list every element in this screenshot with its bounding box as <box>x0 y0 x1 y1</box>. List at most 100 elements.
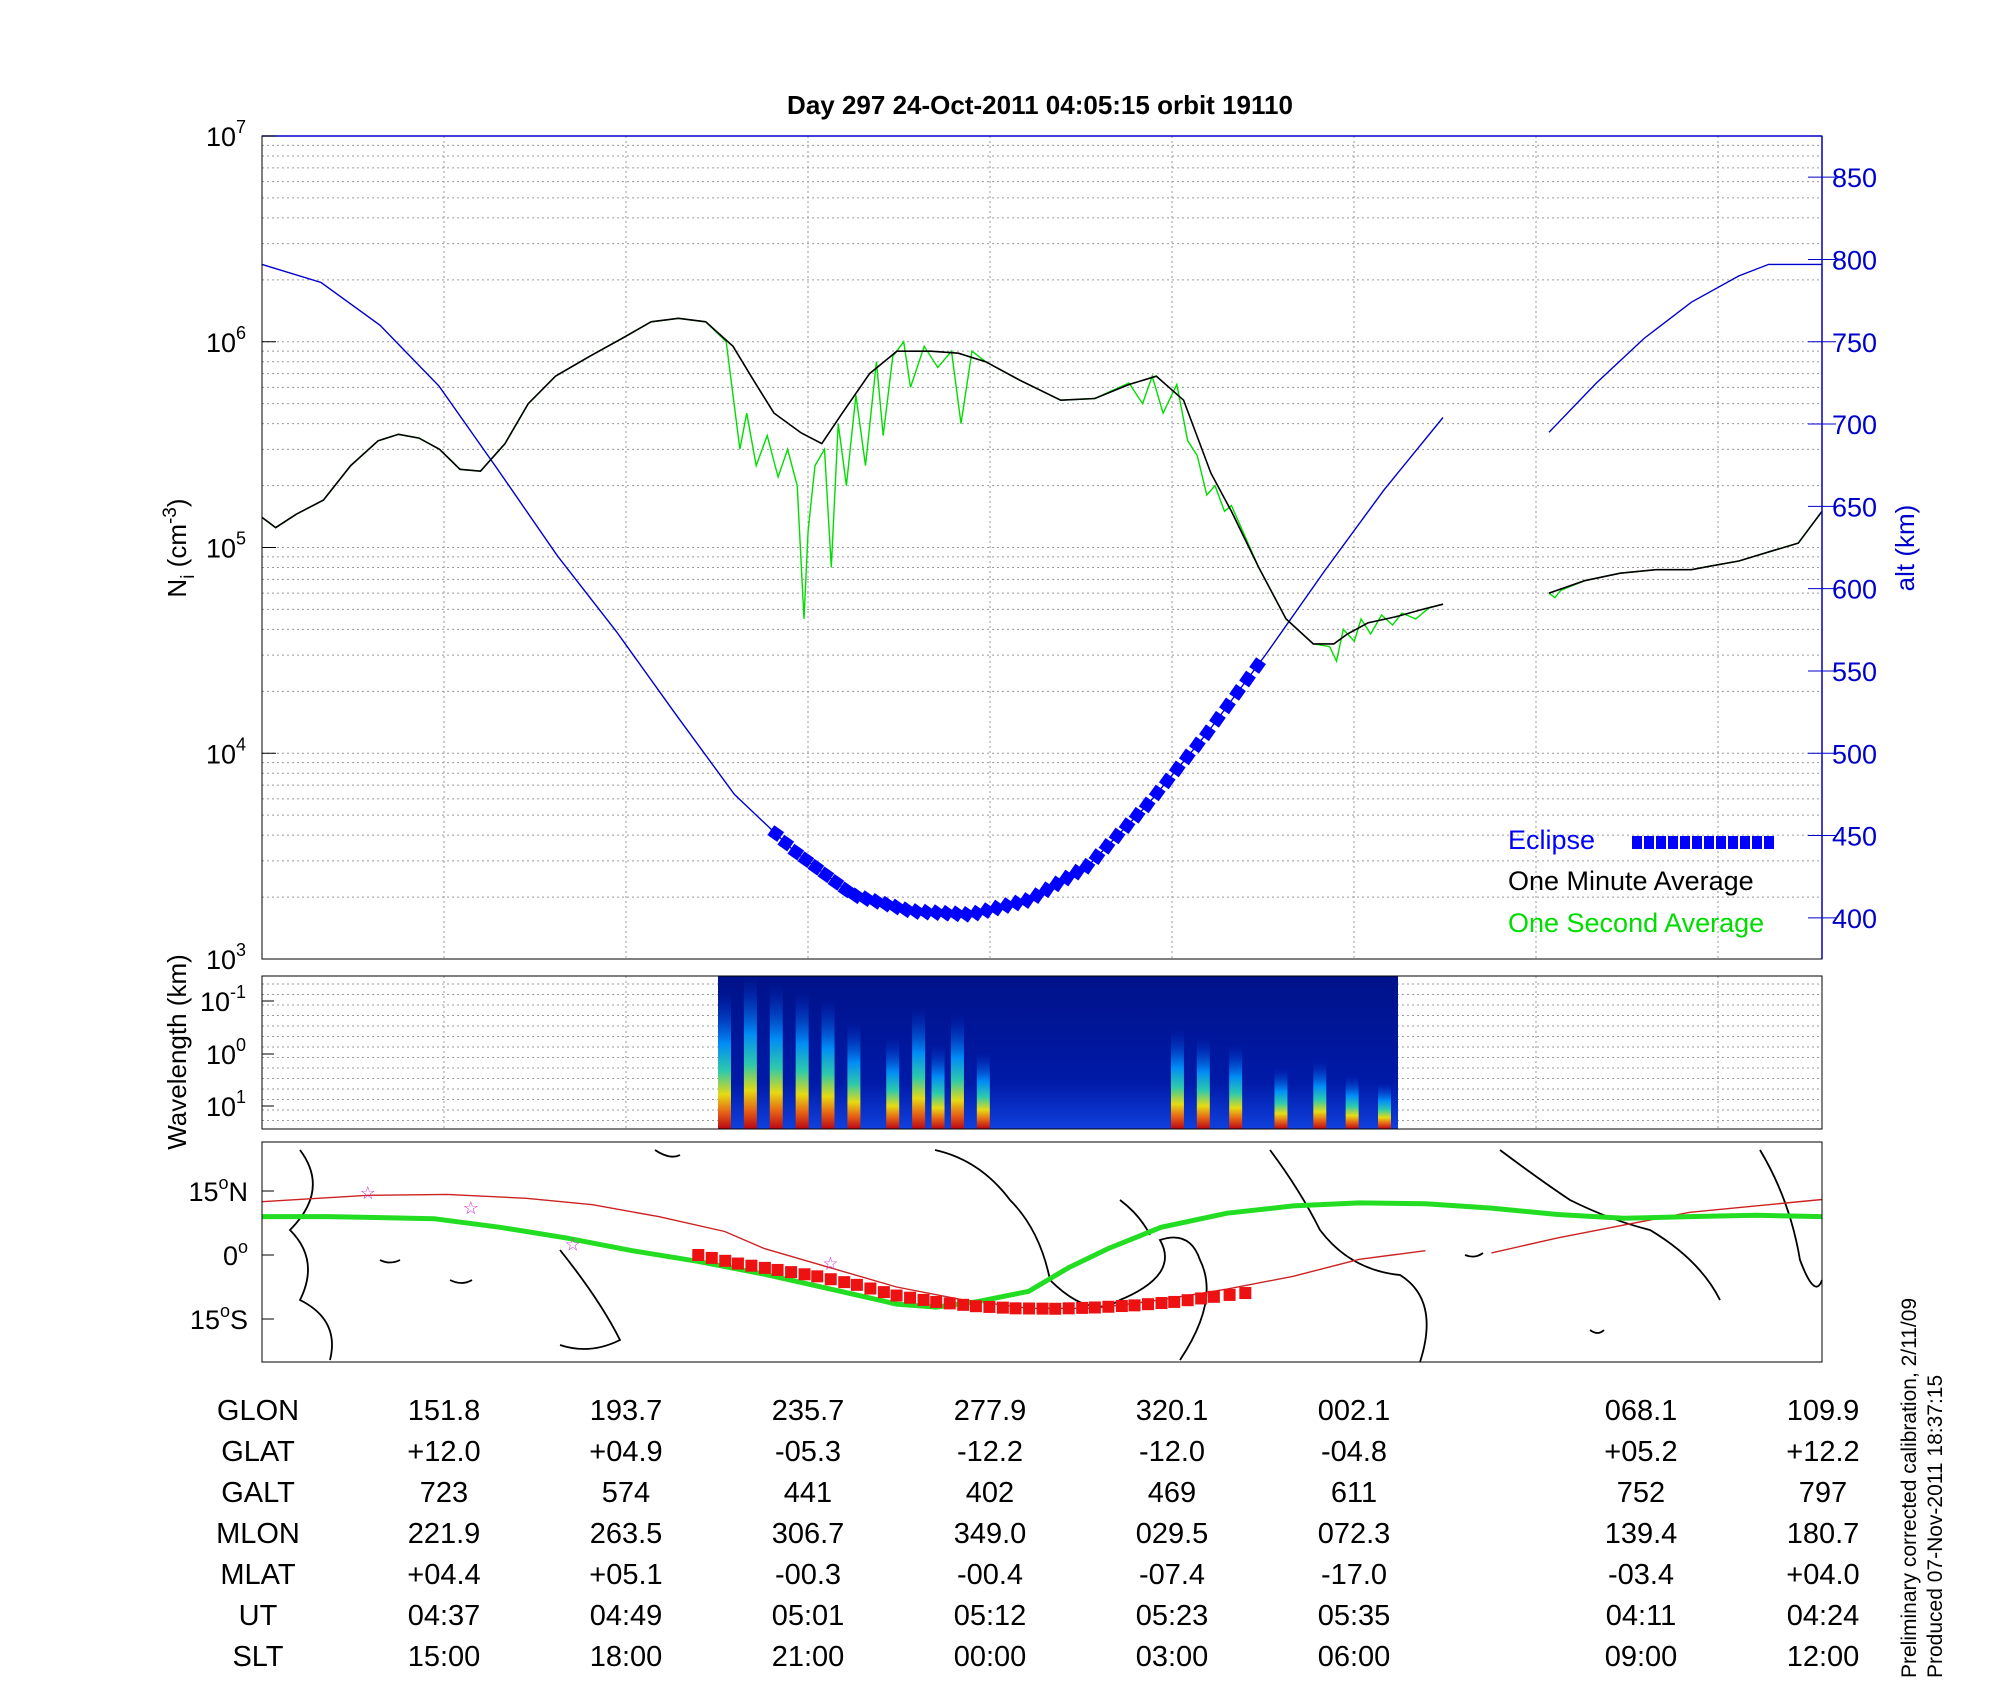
ground-track: ☆ ☆ ☆ ☆ <box>261 1183 1823 1315</box>
eclipse-track-marker <box>745 1259 758 1272</box>
eclipse-track-marker <box>1207 1290 1220 1303</box>
legend-one-minute-label: One Minute Average <box>1508 866 1754 896</box>
eclipse-track-marker <box>692 1249 705 1261</box>
eclipse-track-marker <box>1062 1302 1075 1315</box>
spectrogram-burst <box>795 991 809 1129</box>
eclipse-track-marker <box>758 1261 771 1274</box>
table-cell: 04:37 <box>408 1600 481 1632</box>
table-cell: 306.7 <box>772 1518 845 1550</box>
table-cell: 139.4 <box>1605 1518 1678 1550</box>
table-cell: -07.4 <box>1139 1559 1205 1591</box>
eclipse-marker <box>1209 710 1226 728</box>
eclipse-track-marker <box>969 1300 982 1313</box>
density-series <box>261 263 1823 923</box>
eclipse-track-marker <box>1142 1298 1155 1311</box>
eclipse-track-marker <box>1088 1301 1101 1314</box>
spectrogram-heatmap <box>718 976 1398 1129</box>
eclipse-marker <box>777 834 795 852</box>
spectrogram-burst <box>1313 1060 1327 1129</box>
eclipse-track-marker <box>1195 1292 1208 1305</box>
eclipse-marker <box>807 858 825 876</box>
legend-eclipse-label: Eclipse <box>1508 825 1595 855</box>
eclipse-marker <box>907 903 925 920</box>
table-cell: 797 <box>1799 1477 1847 1509</box>
track-red-line <box>261 1193 1426 1310</box>
table-row-label: GALT <box>221 1477 295 1509</box>
figure-title: Day 297 24-Oct-2011 04:05:15 orbit 19110 <box>787 90 1293 120</box>
eclipse-marker <box>1078 857 1096 875</box>
spectrogram-tick-label: 10-1 <box>200 982 246 1017</box>
footnote-line-1: Preliminary corrected calibration, 2/11/… <box>1898 1298 1921 1678</box>
table-cell: 068.1 <box>1605 1395 1678 1427</box>
legend-eclipse-square <box>1632 836 1642 849</box>
table-row-label: MLAT <box>220 1559 295 1591</box>
table-cell: -00.4 <box>957 1559 1023 1591</box>
altitude-tick-label: 600 <box>1832 575 1877 605</box>
eclipse-marker <box>958 905 975 923</box>
eclipse-track-marker <box>904 1291 917 1304</box>
table-cell: 402 <box>966 1477 1014 1509</box>
altitude-tick-label: 800 <box>1832 245 1877 275</box>
spectrogram-burst <box>1229 1044 1243 1129</box>
spectrogram-burst <box>847 1021 861 1129</box>
map-panel: ☆ ☆ ☆ ☆ 15oN 0o 15oS <box>188 1141 1823 1363</box>
eclipse-track-marker <box>930 1295 943 1308</box>
spectrogram-y-axis-label: Wavelength (km) <box>162 954 192 1150</box>
table-cell: 18:00 <box>590 1641 663 1673</box>
track-green-line <box>262 1200 1823 1310</box>
density-y-axis-label: Ni (cm-3) <box>160 498 199 597</box>
table-cell: 04:11 <box>1606 1600 1676 1632</box>
table-cell: -05.3 <box>775 1436 841 1468</box>
eclipse-track-marker <box>1223 1288 1236 1301</box>
eclipse-track-marker <box>1023 1302 1036 1315</box>
spectrogram-burst <box>950 1014 964 1129</box>
table-cell: +12.0 <box>407 1436 480 1468</box>
table-row-label: GLAT <box>221 1436 295 1468</box>
altitude-tick-label: 400 <box>1832 904 1877 934</box>
eclipse-track-marker <box>1102 1300 1115 1313</box>
coastline-segment <box>1589 1329 1605 1334</box>
density-tick-label: 104 <box>206 734 246 769</box>
spectrogram-burst <box>1196 1037 1210 1129</box>
spectrogram-burst <box>718 991 731 1129</box>
position-star-marker: ☆ <box>360 1183 376 1203</box>
legend: Eclipse One Minute Average One Second Av… <box>1508 825 1774 938</box>
eclipse-track-marker <box>1181 1294 1194 1307</box>
eclipse-marker <box>927 904 945 922</box>
eclipse-marker <box>1219 697 1236 715</box>
eclipse-marker <box>767 825 785 842</box>
eclipse-marker <box>787 843 805 861</box>
eclipse-track-marker <box>1239 1287 1252 1300</box>
table-row-label: UT <box>239 1600 278 1632</box>
table-cell: 574 <box>602 1477 650 1509</box>
spectrogram-burst <box>821 998 835 1129</box>
eclipse-track-marker <box>838 1276 851 1289</box>
altitude-tick-label: 850 <box>1832 163 1877 193</box>
table-cell: 21:00 <box>772 1641 845 1673</box>
altitude-tick-label: 550 <box>1832 657 1877 687</box>
eclipse-track-marker <box>1115 1300 1128 1313</box>
legend-eclipse-square <box>1728 836 1738 849</box>
eclipse-track-marker <box>864 1282 877 1295</box>
coastline-segment <box>1269 1149 1428 1363</box>
spectrogram-frame <box>261 975 1823 1130</box>
lat-tick-label: 15oS <box>190 1301 248 1335</box>
coastline-segment <box>559 1249 622 1350</box>
orbit-annotation-table: GLON 151.8 193.7 235.7 277.9 320.1 002.1 068.1 1… <box>216 1395 1860 1673</box>
eclipse-marker <box>1158 772 1176 790</box>
legend-eclipse-square <box>1704 836 1714 849</box>
eclipse-track-marker <box>943 1297 956 1310</box>
eclipse-marker <box>917 903 935 921</box>
table-cell: +05.2 <box>1604 1436 1677 1468</box>
table-cell: 752 <box>1617 1477 1665 1509</box>
table-row-label: GLON <box>217 1395 299 1427</box>
eclipse-track-marker <box>811 1270 824 1283</box>
eclipse-marker <box>797 851 815 869</box>
position-star-marker: ☆ <box>565 1234 581 1254</box>
eclipse-track-marker <box>1128 1299 1141 1312</box>
eclipse-track-marker <box>1155 1297 1168 1310</box>
position-star-marker: ☆ <box>822 1254 838 1274</box>
spectrogram-background <box>718 976 1398 1129</box>
eclipse-track-marker <box>1076 1301 1089 1314</box>
table-cell: +12.2 <box>1786 1436 1859 1468</box>
